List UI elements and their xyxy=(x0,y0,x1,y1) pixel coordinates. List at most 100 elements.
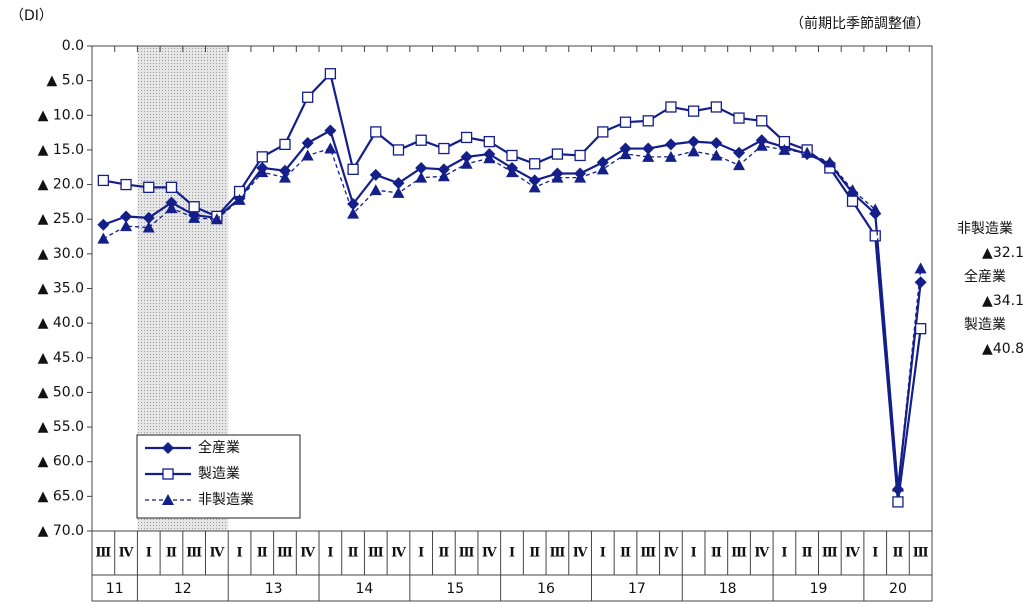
data-point xyxy=(165,181,178,193)
data-point xyxy=(256,151,268,163)
x-tick-label: Ⅱ xyxy=(166,546,177,561)
data-point xyxy=(642,150,655,162)
y-tick-label: ▲ 50.0 xyxy=(38,384,84,400)
data-point xyxy=(846,184,859,196)
data-point xyxy=(665,101,677,113)
y-tick-label: ▲ 45.0 xyxy=(38,350,84,366)
x-tick-label: Ⅰ xyxy=(237,546,243,561)
y-tick-label: ▲ 30.0 xyxy=(38,246,84,262)
data-point xyxy=(279,138,291,151)
data-point xyxy=(914,323,927,335)
data-point xyxy=(687,135,700,148)
data-point xyxy=(301,149,314,161)
legend-label: 製造業 xyxy=(198,466,240,482)
y-tick-label: ▲ 25.0 xyxy=(38,211,84,227)
data-point xyxy=(574,149,586,162)
note: （前期比季節調整値） xyxy=(790,15,930,32)
end-label-name: 全産業 xyxy=(964,268,1006,285)
data-point xyxy=(597,126,609,138)
data-point xyxy=(97,218,110,231)
x-tick-label: Ⅲ xyxy=(913,546,929,561)
y-tick-label: ▲ 10.0 xyxy=(38,107,84,123)
data-point xyxy=(97,232,110,244)
end-label-name: 製造業 xyxy=(964,317,1006,333)
year-label: 14 xyxy=(356,581,374,597)
data-point xyxy=(415,134,427,146)
data-point xyxy=(506,149,518,162)
data-point xyxy=(460,131,473,144)
data-point xyxy=(551,148,564,160)
data-point xyxy=(302,91,314,103)
x-tick-label: Ⅳ xyxy=(573,546,588,561)
data-point xyxy=(596,156,609,169)
data-point xyxy=(846,195,859,207)
data-point xyxy=(369,184,382,196)
data-point xyxy=(529,158,541,170)
x-tick-label: Ⅳ xyxy=(391,546,406,561)
x-tick-label: Ⅳ xyxy=(300,546,315,561)
data-point xyxy=(914,262,927,274)
end-label-value: ▲40.8 xyxy=(982,341,1024,357)
y-tick-label: ▲ 5.0 xyxy=(47,73,84,89)
data-point xyxy=(801,146,814,158)
year-label: 12 xyxy=(174,581,192,597)
y-tick-label: ▲ 15.0 xyxy=(38,142,84,158)
data-point xyxy=(551,171,564,183)
data-point xyxy=(120,210,133,223)
data-point xyxy=(392,144,405,156)
data-point xyxy=(869,230,881,242)
x-tick-label: Ⅲ xyxy=(731,546,747,561)
data-point xyxy=(415,171,428,183)
data-point xyxy=(97,174,110,187)
data-point xyxy=(143,181,155,193)
y-tick-label: ▲ 65.0 xyxy=(38,488,84,504)
year-label: 16 xyxy=(537,581,555,597)
data-point xyxy=(142,221,155,233)
data-point xyxy=(869,203,882,215)
data-point xyxy=(165,202,178,214)
data-point xyxy=(256,166,269,178)
data-point xyxy=(619,148,632,160)
data-point xyxy=(370,126,382,138)
x-tick-label: Ⅰ xyxy=(872,546,878,561)
y-tick-label: ▲ 70.0 xyxy=(38,523,84,539)
data-point xyxy=(278,164,291,177)
data-point xyxy=(415,161,428,174)
x-tick-label: Ⅱ xyxy=(257,546,268,561)
data-point xyxy=(642,142,655,155)
x-tick-label: Ⅲ xyxy=(549,546,565,561)
x-tick-label: Ⅲ xyxy=(277,546,293,561)
x-tick-label: Ⅰ xyxy=(600,546,606,561)
year-label: 20 xyxy=(889,581,907,597)
data-point xyxy=(438,142,450,155)
data-point xyxy=(210,213,223,225)
y-tick-label: ▲ 20.0 xyxy=(38,177,84,193)
data-point xyxy=(892,496,904,508)
end-label-value: ▲32.1 xyxy=(982,245,1024,261)
data-point xyxy=(756,115,768,127)
x-tick-label: Ⅰ xyxy=(418,546,424,561)
data-point xyxy=(778,143,791,155)
data-point xyxy=(755,139,768,151)
data-point xyxy=(437,163,450,176)
data-point xyxy=(392,177,405,190)
data-point xyxy=(460,157,473,169)
data-point xyxy=(120,220,133,232)
data-point xyxy=(710,137,723,149)
x-tick-label: Ⅲ xyxy=(459,546,475,561)
data-point xyxy=(437,170,450,182)
end-label-name: 非製造業 xyxy=(957,221,1013,237)
data-point xyxy=(733,112,745,124)
data-point xyxy=(733,146,746,159)
legend-label: 非製造業 xyxy=(198,492,254,508)
x-tick-label: Ⅱ xyxy=(802,546,813,561)
data-point xyxy=(664,138,677,151)
x-tick-label: Ⅱ xyxy=(620,546,631,561)
data-point xyxy=(733,159,746,171)
data-point xyxy=(233,193,246,205)
y-tick-label: ▲ 60.0 xyxy=(38,454,84,470)
data-point xyxy=(278,171,291,183)
x-tick-label: Ⅲ xyxy=(640,546,656,561)
x-tick-label: Ⅲ xyxy=(368,546,384,561)
data-point xyxy=(596,163,609,175)
